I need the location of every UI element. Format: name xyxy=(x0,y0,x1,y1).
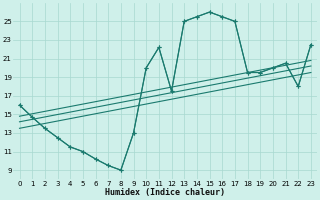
X-axis label: Humidex (Indice chaleur): Humidex (Indice chaleur) xyxy=(105,188,225,197)
